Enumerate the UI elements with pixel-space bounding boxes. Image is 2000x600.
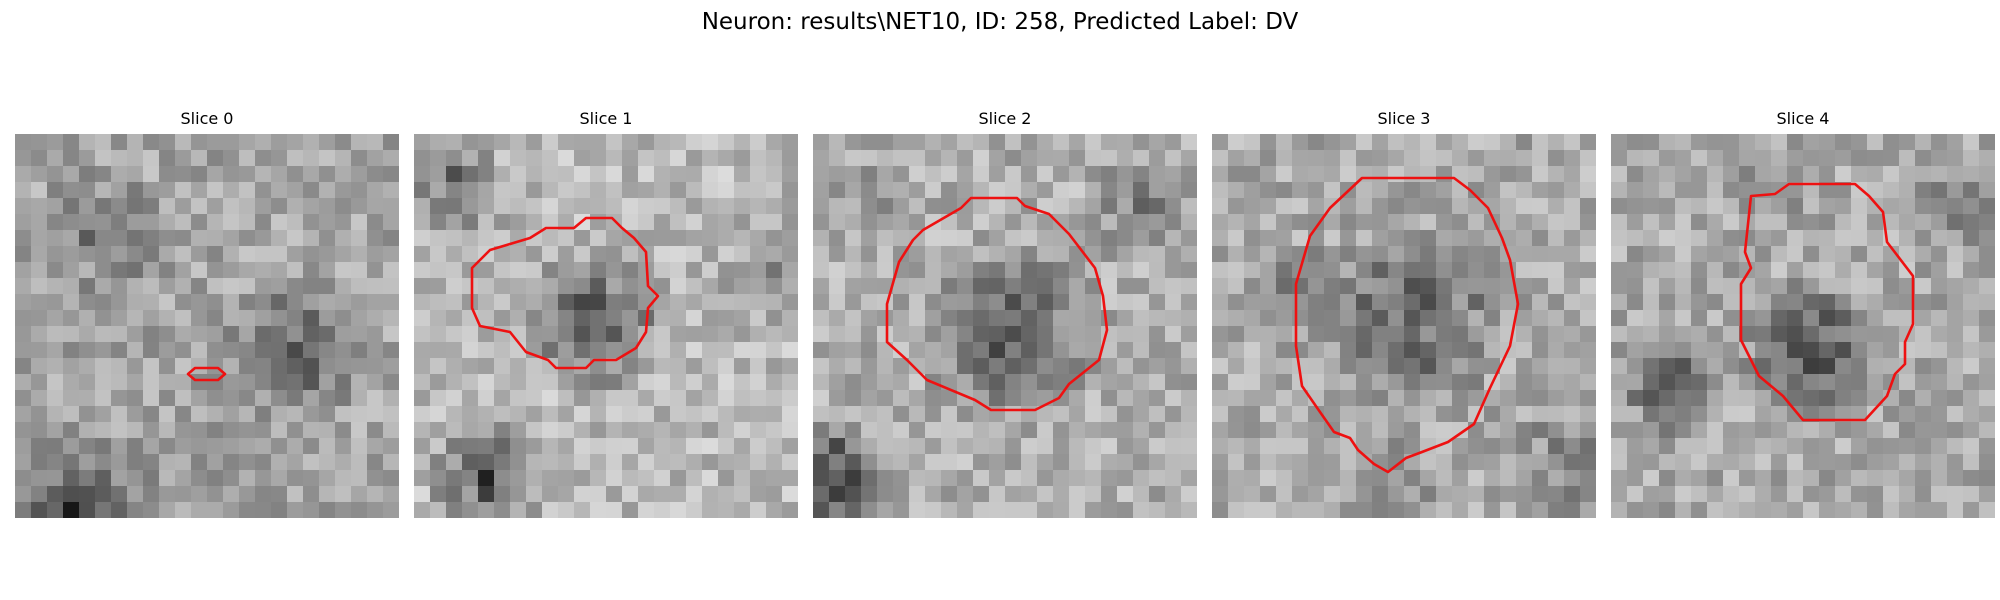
slice-panel-1: Slice 1 [414,108,798,518]
slice-title: Slice 4 [1776,109,1830,128]
slice-title: Slice 2 [978,109,1032,128]
slice-image [813,134,1197,518]
roi-contour [470,216,660,370]
roi-contour-overlay [1294,176,1520,474]
roi-contour [885,196,1109,412]
slice-title: Slice 1 [579,109,633,128]
roi-contour [1739,182,1915,422]
slice-title: Slice 3 [1377,109,1431,128]
roi-contour [186,366,227,382]
slice-panel-2: Slice 2 [813,108,1197,518]
slice-image [1212,134,1596,518]
roi-contour [1294,176,1520,474]
grayscale-microscopy-patch [414,134,798,518]
roi-contour-overlay [885,196,1109,412]
slice-panel-4: Slice 4 [1611,108,1995,518]
roi-contour-overlay [470,216,660,370]
figure-title: Neuron: results\NET10, ID: 258, Predicte… [701,9,1299,35]
slice-panel-0: Slice 0 [15,108,399,518]
grayscale-microscopy-patch [1212,134,1596,518]
roi-contour-overlay [186,366,227,382]
slice-panel-3: Slice 3 [1212,108,1596,518]
slice-image [15,134,399,518]
slice-title: Slice 0 [180,109,234,128]
slice-image [414,134,798,518]
roi-contour-overlay [1739,182,1915,422]
grayscale-microscopy-patch [15,134,399,518]
slice-image [1611,134,1995,518]
grayscale-microscopy-patch [1611,134,1995,518]
